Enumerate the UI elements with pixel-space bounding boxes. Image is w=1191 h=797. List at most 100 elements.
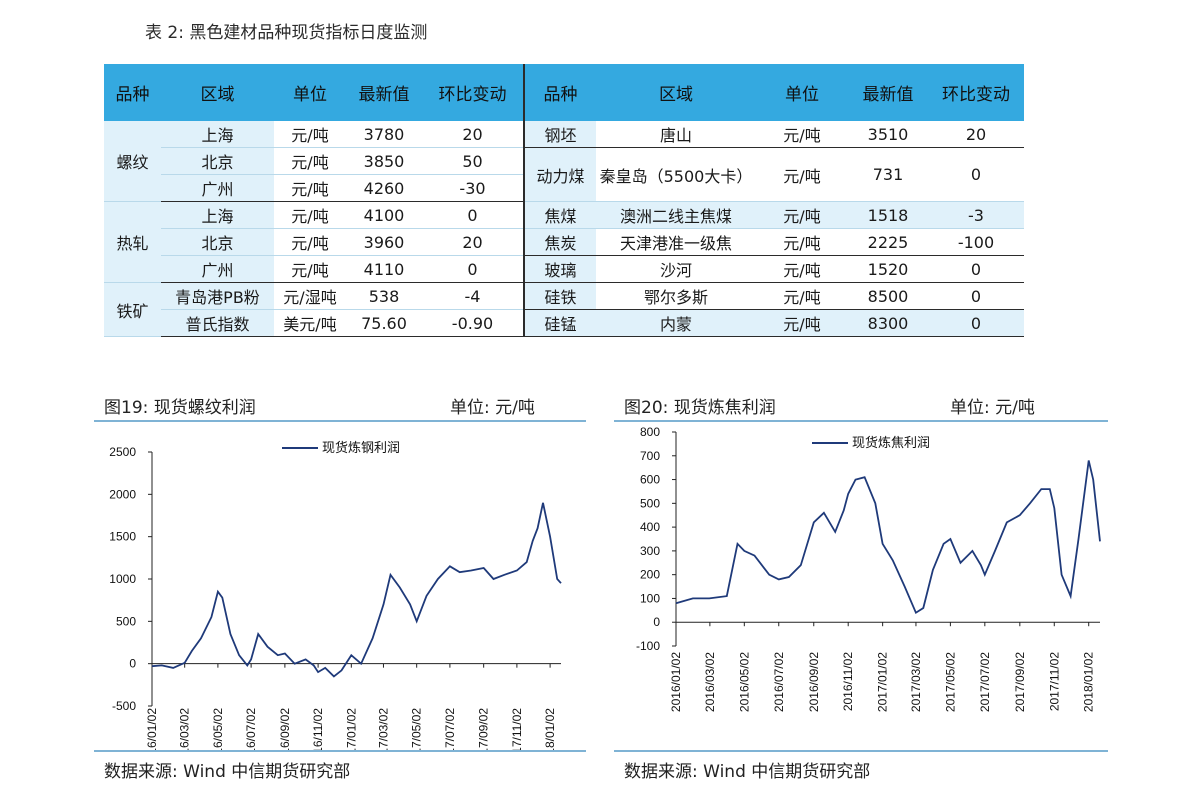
table-cell: 20 <box>928 121 1024 148</box>
figure20-title: 图20: 现货炼焦利润 <box>624 398 776 418</box>
table-cell: 钢坯 <box>524 121 596 148</box>
y-tick-label: 500 <box>116 614 136 628</box>
table-cell: 内蒙 <box>596 309 756 337</box>
table-cell: 元/吨 <box>756 228 848 256</box>
y-tick-label: 1000 <box>109 572 136 586</box>
table-cell: 3960 <box>346 228 422 256</box>
y-tick-label: 200 <box>640 568 660 582</box>
x-tick-label: 2017/03/02 <box>376 708 390 750</box>
group-cell: 热轧 <box>104 201 161 283</box>
x-tick-label: 2017/09/02 <box>1013 652 1027 712</box>
figure20-bottom-rule <box>614 750 1108 752</box>
y-tick-label: 0 <box>653 615 660 629</box>
table-cell: 4260 <box>346 174 422 202</box>
x-tick-label: 2016/09/02 <box>807 652 821 712</box>
table-cell: 20 <box>422 228 525 256</box>
table-cell: 0 <box>422 255 525 283</box>
table-cell: 3850 <box>346 147 422 175</box>
table-cell: 75.60 <box>346 309 422 337</box>
table-cell: 北京 <box>161 147 274 175</box>
figure20-top-rule <box>614 420 1108 422</box>
figure19-top-rule <box>94 420 586 422</box>
figure19-unit: 单位: 元/吨 <box>450 398 535 418</box>
header-cell: 最新值 <box>346 64 422 121</box>
x-tick-label: 2017/05/02 <box>410 708 424 750</box>
table-cell: 沙河 <box>596 255 756 283</box>
table-cell: 秦皇岛（5500大卡） <box>596 147 756 202</box>
y-tick-label: 1500 <box>109 530 136 544</box>
figure20-source: 数据来源: Wind 中信期货研究部 <box>624 762 871 782</box>
table-cell: 8300 <box>848 309 928 337</box>
x-tick-label: 2017/03/02 <box>909 652 923 712</box>
header-cell: 环比变动 <box>422 64 525 121</box>
x-tick-label: 2017/01/02 <box>344 708 358 750</box>
table-cell: -100 <box>928 228 1024 256</box>
table-cell: 1520 <box>848 255 928 283</box>
x-tick-label: 2016/05/02 <box>737 652 751 712</box>
y-tick-label: 2000 <box>109 487 136 501</box>
y-tick-label: 400 <box>640 520 660 534</box>
x-tick-label: 2017/07/02 <box>978 652 992 712</box>
y-tick-label: -500 <box>112 699 136 713</box>
header-cell: 品种 <box>524 64 596 121</box>
y-tick-label: 600 <box>640 473 660 487</box>
table-cell: 0 <box>928 147 1024 202</box>
x-tick-label: 2016/05/02 <box>211 708 225 750</box>
table-cell: 731 <box>848 147 928 202</box>
group-cell: 螺纹 <box>104 121 161 202</box>
table-cell: -3 <box>928 201 1024 229</box>
figure19-bottom-rule <box>94 750 586 752</box>
table-cell: -30 <box>422 174 525 202</box>
x-tick-label: 2016/01/02 <box>145 708 159 750</box>
x-tick-label: 2016/07/02 <box>772 652 786 712</box>
figure19-source: 数据来源: Wind 中信期货研究部 <box>104 762 351 782</box>
table-cell: 0 <box>928 282 1024 310</box>
table-cell: 硅锰 <box>524 309 596 337</box>
table-row: 普氏指数 美元/吨 75.60 -0.90 硅锰 内蒙 元/吨 8300 0 <box>104 309 1024 337</box>
y-tick-label: 300 <box>640 544 660 558</box>
table-cell: 1518 <box>848 201 928 229</box>
table-cell: 北京 <box>161 228 274 256</box>
table-cell: 澳洲二线主焦煤 <box>596 201 756 229</box>
y-tick-label: 700 <box>640 449 660 463</box>
series-line <box>151 502 562 678</box>
table-cell: 焦煤 <box>524 201 596 229</box>
x-tick-label: 2016/03/02 <box>178 708 192 750</box>
legend-label: 现货炼焦利润 <box>852 435 930 450</box>
table-cell: 美元/吨 <box>274 309 346 337</box>
table-cell: 元/吨 <box>756 121 848 148</box>
table-cell: 硅铁 <box>524 282 596 310</box>
table-cell: 元/吨 <box>274 201 346 229</box>
spot-indicator-table: 品种 区域 单位 最新值 环比变动 品种 区域 单位 最新值 环比变动 螺纹 上… <box>104 64 1024 337</box>
table-title: 表 2: 黑色建材品种现货指标日度监测 <box>145 23 428 43</box>
table-cell: 2225 <box>848 228 928 256</box>
table-cell: 鄂尔多斯 <box>596 282 756 310</box>
legend-label: 现货炼钢利润 <box>322 440 400 455</box>
y-tick-label: 2500 <box>109 445 136 459</box>
table-cell: 4100 <box>346 201 422 229</box>
table-cell: 元/吨 <box>756 282 848 310</box>
y-tick-label: -100 <box>636 639 660 653</box>
x-tick-label: 2017/09/02 <box>477 708 491 750</box>
table-cell: 元/吨 <box>274 174 346 202</box>
table-cell: 20 <box>422 121 525 148</box>
y-tick-label: 800 <box>640 425 660 439</box>
series-line <box>675 460 1101 615</box>
table-cell: 4110 <box>346 255 422 283</box>
x-tick-label: 2016/01/02 <box>669 652 683 712</box>
table-row: 螺纹 上海 元/吨 3780 20 钢坯 唐山 元/吨 3510 20 <box>104 121 1024 202</box>
table-cell: 广州 <box>161 255 274 283</box>
figure19-chart: -500 0 500 1000 1500 2000 2500 2016/01/02 2016/0… <box>109 440 562 750</box>
table-cell: 3510 <box>848 121 928 148</box>
table-row: 北京 元/吨 3850 50 动力煤 秦皇岛（5500大卡） 元/吨 731 0 <box>104 147 1024 202</box>
table-cell: 元/吨 <box>756 147 848 202</box>
x-tick-label: 2016/11/02 <box>841 652 855 711</box>
header-cell: 最新值 <box>848 64 928 121</box>
table-row: 北京 元/吨 3960 20 焦炭 天津港准一级焦 元/吨 2225 -100 <box>104 228 1024 256</box>
x-tick-label: 2017/07/02 <box>443 708 457 750</box>
x-tick-label: 2016/03/02 <box>703 652 717 712</box>
table-cell: 538 <box>346 282 422 310</box>
figure19-title: 图19: 现货螺纹利润 <box>104 398 256 418</box>
table-cell: -4 <box>422 282 525 310</box>
header-cell: 区域 <box>596 64 756 121</box>
